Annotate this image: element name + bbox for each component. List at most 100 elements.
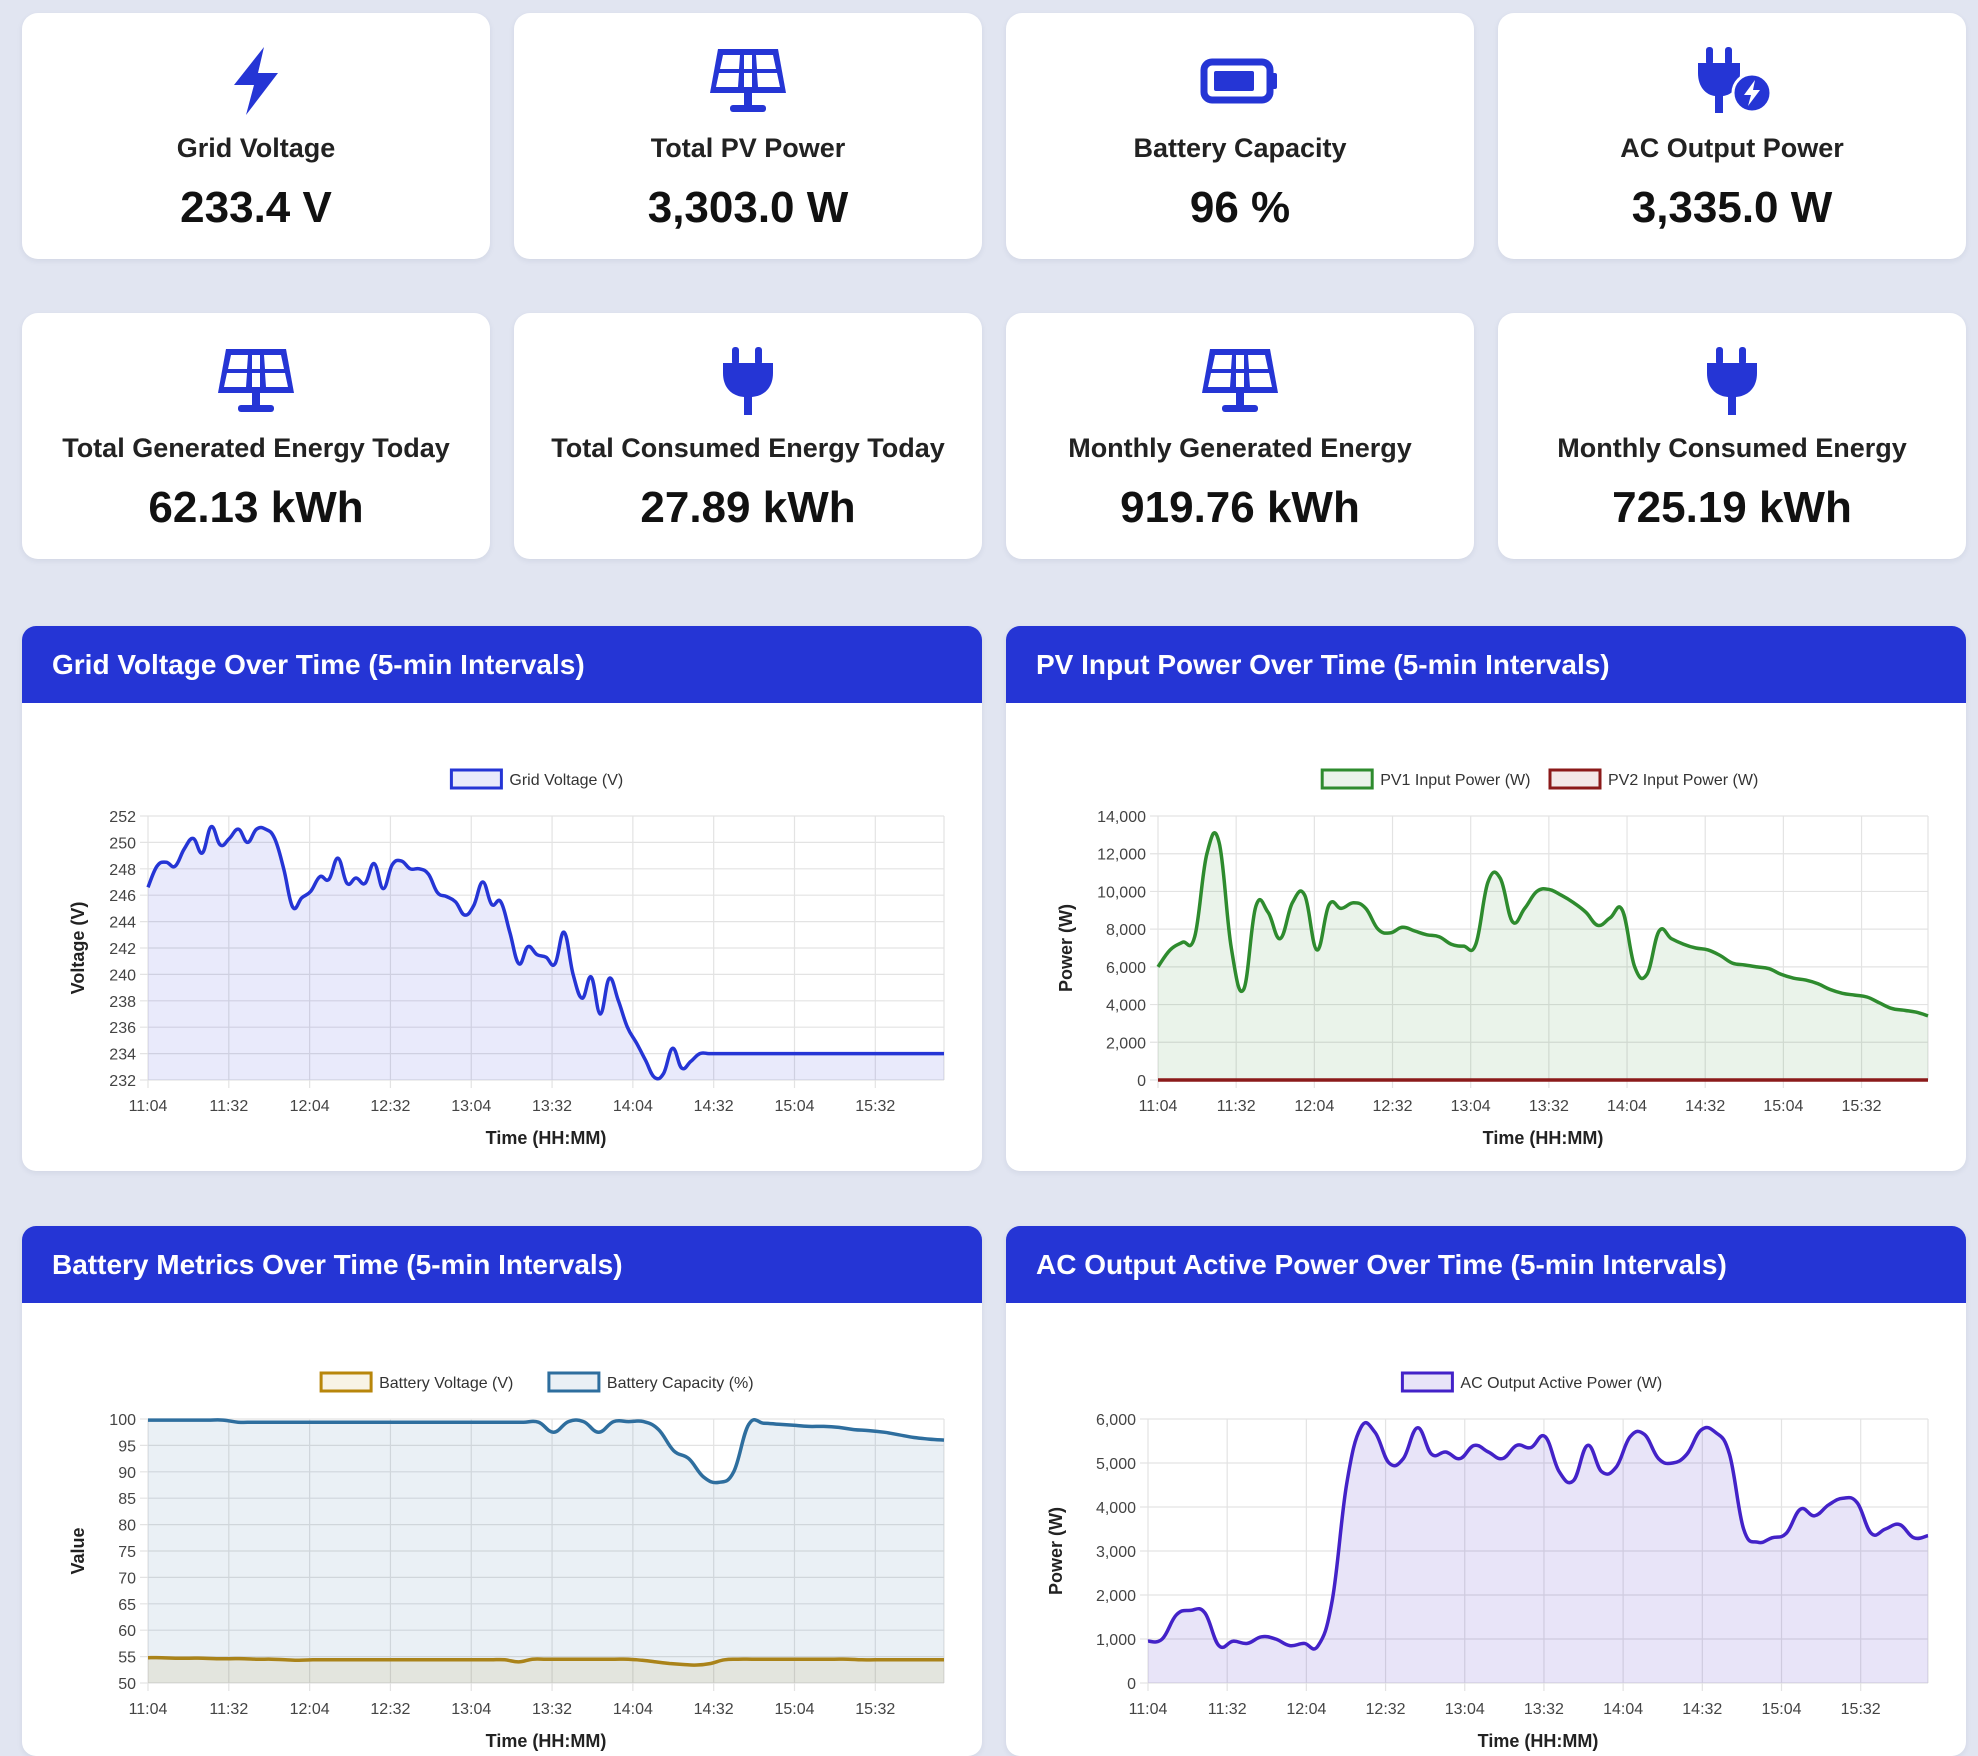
bolt-icon xyxy=(22,39,490,123)
legend-swatch xyxy=(547,1371,601,1393)
stat-card-generated-today: Total Generated Energy Today 62.13 kWh xyxy=(22,313,490,559)
x-tick-label: 13:32 xyxy=(532,1701,572,1718)
x-tick-label: 11:32 xyxy=(1217,1098,1256,1115)
series-area xyxy=(148,1419,944,1683)
y-tick-label: 6,000 xyxy=(1106,960,1146,977)
x-tick-label: 13:04 xyxy=(451,1098,491,1115)
legend-swatch xyxy=(449,768,503,790)
stat-card-monthly-consumed: Monthly Consumed Energy 725.19 kWh xyxy=(1498,313,1966,559)
y-axis-title: Voltage (V) xyxy=(68,902,88,995)
y-tick-label: 70 xyxy=(118,1570,136,1587)
legend-swatch xyxy=(1400,1371,1454,1393)
legend-label: AC Output Active Power (W) xyxy=(1460,1375,1662,1392)
x-tick-label: 11:04 xyxy=(1129,1701,1168,1718)
x-axis-title: Time (HH:MM) xyxy=(486,1731,607,1751)
plug-icon xyxy=(514,339,982,423)
x-tick-label: 13:32 xyxy=(1529,1098,1569,1115)
x-tick-label: 12:32 xyxy=(1372,1098,1412,1115)
grid-voltage-chart: 232 234 236 238 240 242 244 246 248 250 252 11:04 11… xyxy=(68,768,945,1148)
y-tick-label: 4,000 xyxy=(1096,1500,1136,1517)
pv-input-chart: 0 2,000 4,000 6,000 8,000 10,000 12,000 14,000 1… xyxy=(1056,768,1929,1148)
series-line xyxy=(146,824,944,1081)
series-line xyxy=(148,1417,945,1485)
series-line xyxy=(1147,1420,1929,1651)
y-tick-label: 60 xyxy=(118,1623,136,1640)
panel-title: AC Output Active Power Over Time (5-min … xyxy=(1006,1226,1966,1303)
y-tick-label: 2,000 xyxy=(1106,1035,1146,1052)
y-tick-label: 95 xyxy=(118,1438,136,1455)
stat-label: Total PV Power xyxy=(650,133,846,163)
x-tick-label: 11:32 xyxy=(209,1701,248,1718)
solar-panel-icon xyxy=(1006,339,1474,423)
x-axis-title: Time (HH:MM) xyxy=(1483,1128,1604,1148)
series-area xyxy=(148,826,944,1080)
battery-icon xyxy=(1006,39,1474,123)
y-tick-label: 2,000 xyxy=(1096,1588,1136,1605)
x-tick-label: 14:04 xyxy=(1603,1701,1643,1718)
x-tick-label: 11:04 xyxy=(1139,1098,1178,1115)
solar-panel-icon xyxy=(22,339,490,423)
solar-panel-icon xyxy=(514,39,982,123)
x-tick-label: 15:32 xyxy=(855,1701,895,1718)
stat-card-grid-voltage: Grid Voltage 233.4 V xyxy=(22,13,490,259)
y-tick-label: 8,000 xyxy=(1106,922,1146,939)
y-tick-label: 100 xyxy=(109,1412,136,1429)
x-tick-label: 13:32 xyxy=(532,1098,572,1115)
x-tick-label: 14:04 xyxy=(613,1098,653,1115)
x-tick-label: 15:32 xyxy=(855,1098,895,1115)
x-tick-label: 15:32 xyxy=(1842,1098,1882,1115)
y-tick-label: 50 xyxy=(118,1676,136,1693)
y-tick-label: 232 xyxy=(109,1073,136,1090)
x-tick-label: 14:32 xyxy=(694,1701,734,1718)
stat-value: 725.19 kWh xyxy=(1612,483,1852,532)
legend-swatch xyxy=(1320,768,1374,790)
y-tick-label: 75 xyxy=(118,1544,136,1561)
y-tick-label: 244 xyxy=(109,915,136,932)
x-tick-label: 13:32 xyxy=(1524,1701,1564,1718)
legend-label: Battery Voltage (V) xyxy=(379,1375,513,1392)
legend-swatch xyxy=(1548,768,1602,790)
x-tick-label: 15:04 xyxy=(774,1098,814,1115)
y-tick-label: 1,000 xyxy=(1096,1632,1136,1649)
ac-output-chart: 0 1,000 2,000 3,000 4,000 5,000 6,000 11:04 11:3… xyxy=(1046,1371,1929,1751)
y-tick-label: 242 xyxy=(109,941,136,958)
y-tick-label: 240 xyxy=(109,967,136,984)
x-tick-label: 13:04 xyxy=(1445,1701,1485,1718)
x-tick-label: 14:32 xyxy=(1685,1098,1725,1115)
y-tick-label: 90 xyxy=(118,1465,136,1482)
series-area xyxy=(1158,832,1928,1080)
y-tick-label: 55 xyxy=(118,1650,136,1667)
x-tick-label: 12:32 xyxy=(370,1701,410,1718)
stat-value: 3,303.0 W xyxy=(647,183,849,232)
y-tick-label: 12,000 xyxy=(1097,847,1146,864)
grid-voltage-panel: Grid Voltage Over Time (5-min Intervals)… xyxy=(22,626,982,1171)
x-tick-label: 15:04 xyxy=(1763,1098,1803,1115)
y-tick-label: 85 xyxy=(118,1491,136,1508)
stat-label: Total Consumed Energy Today xyxy=(551,433,945,463)
stat-value: 27.89 kWh xyxy=(640,483,856,532)
y-tick-label: 0 xyxy=(1127,1676,1136,1693)
stat-card-monthly-generated: Monthly Generated Energy 919.76 kWh xyxy=(1006,313,1474,559)
y-tick-label: 0 xyxy=(1137,1073,1146,1090)
x-tick-label: 12:04 xyxy=(1286,1701,1326,1718)
stat-value: 96 % xyxy=(1189,183,1291,232)
y-tick-label: 80 xyxy=(118,1518,136,1535)
legend-label: Battery Capacity (%) xyxy=(607,1375,754,1392)
y-tick-label: 65 xyxy=(118,1597,136,1614)
y-tick-label: 6,000 xyxy=(1096,1412,1136,1429)
x-tick-label: 14:32 xyxy=(694,1098,734,1115)
x-axis-title: Time (HH:MM) xyxy=(1478,1731,1599,1751)
y-tick-label: 234 xyxy=(109,1047,136,1064)
pv-input-panel: PV Input Power Over Time (5-min Interval… xyxy=(1006,626,1966,1171)
x-tick-label: 15:04 xyxy=(1761,1701,1801,1718)
x-tick-label: 14:04 xyxy=(613,1701,653,1718)
panel-title: PV Input Power Over Time (5-min Interval… xyxy=(1006,626,1966,703)
y-axis-title: Value xyxy=(68,1527,88,1574)
series-area xyxy=(148,1657,944,1683)
y-axis-title: Power (W) xyxy=(1056,904,1076,992)
y-tick-label: 3,000 xyxy=(1096,1544,1136,1561)
y-tick-label: 14,000 xyxy=(1097,809,1146,826)
x-tick-label: 14:04 xyxy=(1607,1098,1647,1115)
x-axis-title: Time (HH:MM) xyxy=(486,1128,607,1148)
series-area xyxy=(1148,1422,1928,1683)
